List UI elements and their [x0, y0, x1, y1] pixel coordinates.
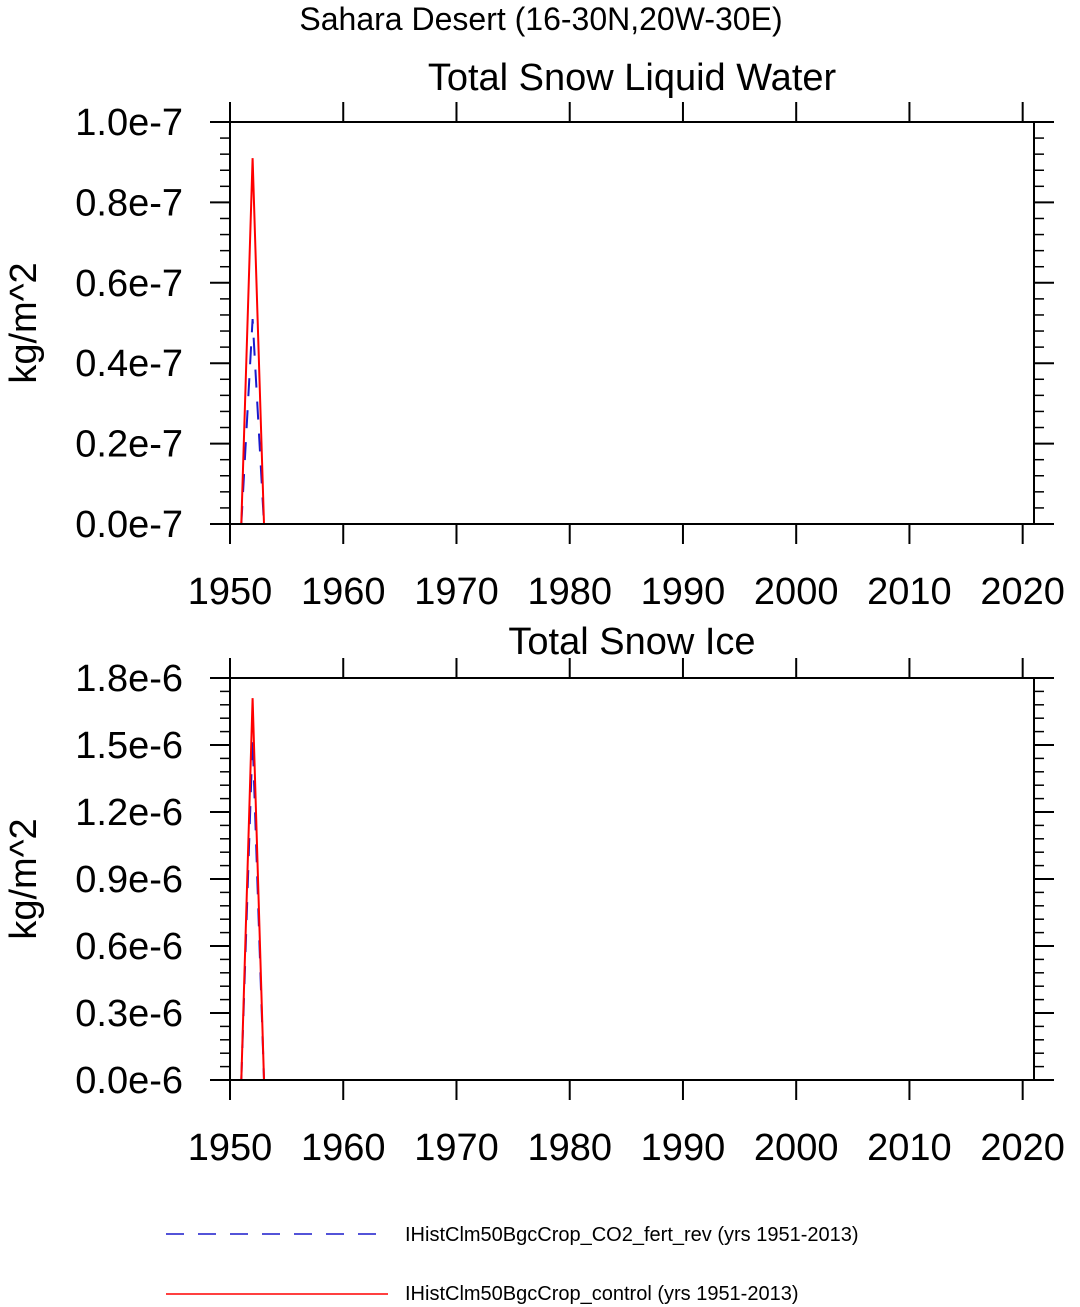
tick-labels: 1950 1960 1970 1980 1990 2000 2010 2020 0.0e-6 0.…	[75, 658, 1065, 1169]
figure-title: Sahara Desert (16-30N,20W-30E)	[299, 1, 782, 37]
y-tick-label: 1.8e-6	[75, 658, 183, 700]
panel-title: Total Snow Liquid Water	[428, 57, 837, 99]
x-tick-label: 1960	[301, 571, 386, 613]
y-tick-label: 0.9e-6	[75, 859, 183, 901]
axis-ticks	[210, 658, 1054, 1100]
x-tick-label: 1990	[641, 571, 726, 613]
y-tick-label: 0.8e-7	[75, 182, 183, 224]
plot-frame	[229, 677, 1035, 1081]
panel-title: Total Snow Ice	[508, 621, 755, 663]
y-tick-label: 0.6e-7	[75, 263, 183, 305]
x-tick-label: 1980	[527, 571, 612, 613]
legend: IHistClm50BgcCrop_CO2_fert_rev (yrs 1951…	[166, 1224, 859, 1305]
x-tick-label: 2000	[754, 571, 839, 613]
x-tick-label: 2020	[980, 1127, 1065, 1169]
series-line-control	[240, 698, 944, 1081]
x-tick-label: 2000	[754, 1127, 839, 1169]
x-tick-label: 2010	[867, 571, 952, 613]
y-tick-label: 1.2e-6	[75, 792, 183, 834]
axis-ticks	[210, 102, 1054, 544]
x-tick-label: 2020	[980, 571, 1065, 613]
y-tick-label: 0.4e-7	[75, 343, 183, 385]
x-tick-label: 1950	[188, 571, 273, 613]
x-tick-label: 1960	[301, 1127, 386, 1169]
y-tick-label: 0.0e-6	[75, 1060, 183, 1102]
series-line-co2-fert-rev	[240, 738, 944, 1081]
legend-item: IHistClm50BgcCrop_control (yrs 1951-2013…	[166, 1283, 799, 1305]
panel-snow-liquid-water: Total Snow Liquid Water kg/m^2 1950 1960 1…	[3, 57, 1065, 613]
x-tick-label: 1970	[414, 1127, 499, 1169]
y-tick-label: 0.2e-7	[75, 424, 183, 466]
legend-label: IHistClm50BgcCrop_control (yrs 1951-2013…	[405, 1283, 799, 1305]
legend-label: IHistClm50BgcCrop_CO2_fert_rev (yrs 1951…	[405, 1224, 859, 1246]
plot-frame	[229, 121, 1035, 525]
y-tick-label: 0.3e-6	[75, 993, 183, 1035]
series-line-control	[240, 158, 944, 525]
x-tick-label: 1990	[641, 1127, 726, 1169]
panel-snow-ice: Total Snow Ice kg/m^2 1950 1960 1970 1980 19…	[3, 621, 1065, 1169]
y-tick-label: 0.0e-7	[75, 504, 183, 546]
x-tick-label: 2010	[867, 1127, 952, 1169]
series-lines	[240, 158, 944, 525]
tick-labels: 1950 1960 1970 1980 1990 2000 2010 2020 0.0e-7 0.…	[75, 102, 1065, 613]
series-lines	[240, 698, 944, 1081]
x-tick-label: 1980	[527, 1127, 612, 1169]
series-line-co2-fert-rev	[240, 318, 944, 525]
y-axis-label: kg/m^2	[3, 262, 45, 383]
y-axis-label: kg/m^2	[3, 818, 45, 939]
legend-item: IHistClm50BgcCrop_CO2_fert_rev (yrs 1951…	[166, 1224, 859, 1246]
y-tick-label: 0.6e-6	[75, 926, 183, 968]
y-tick-label: 1.0e-7	[75, 102, 183, 144]
x-tick-label: 1970	[414, 571, 499, 613]
y-tick-label: 1.5e-6	[75, 725, 183, 767]
x-tick-label: 1950	[188, 1127, 273, 1169]
